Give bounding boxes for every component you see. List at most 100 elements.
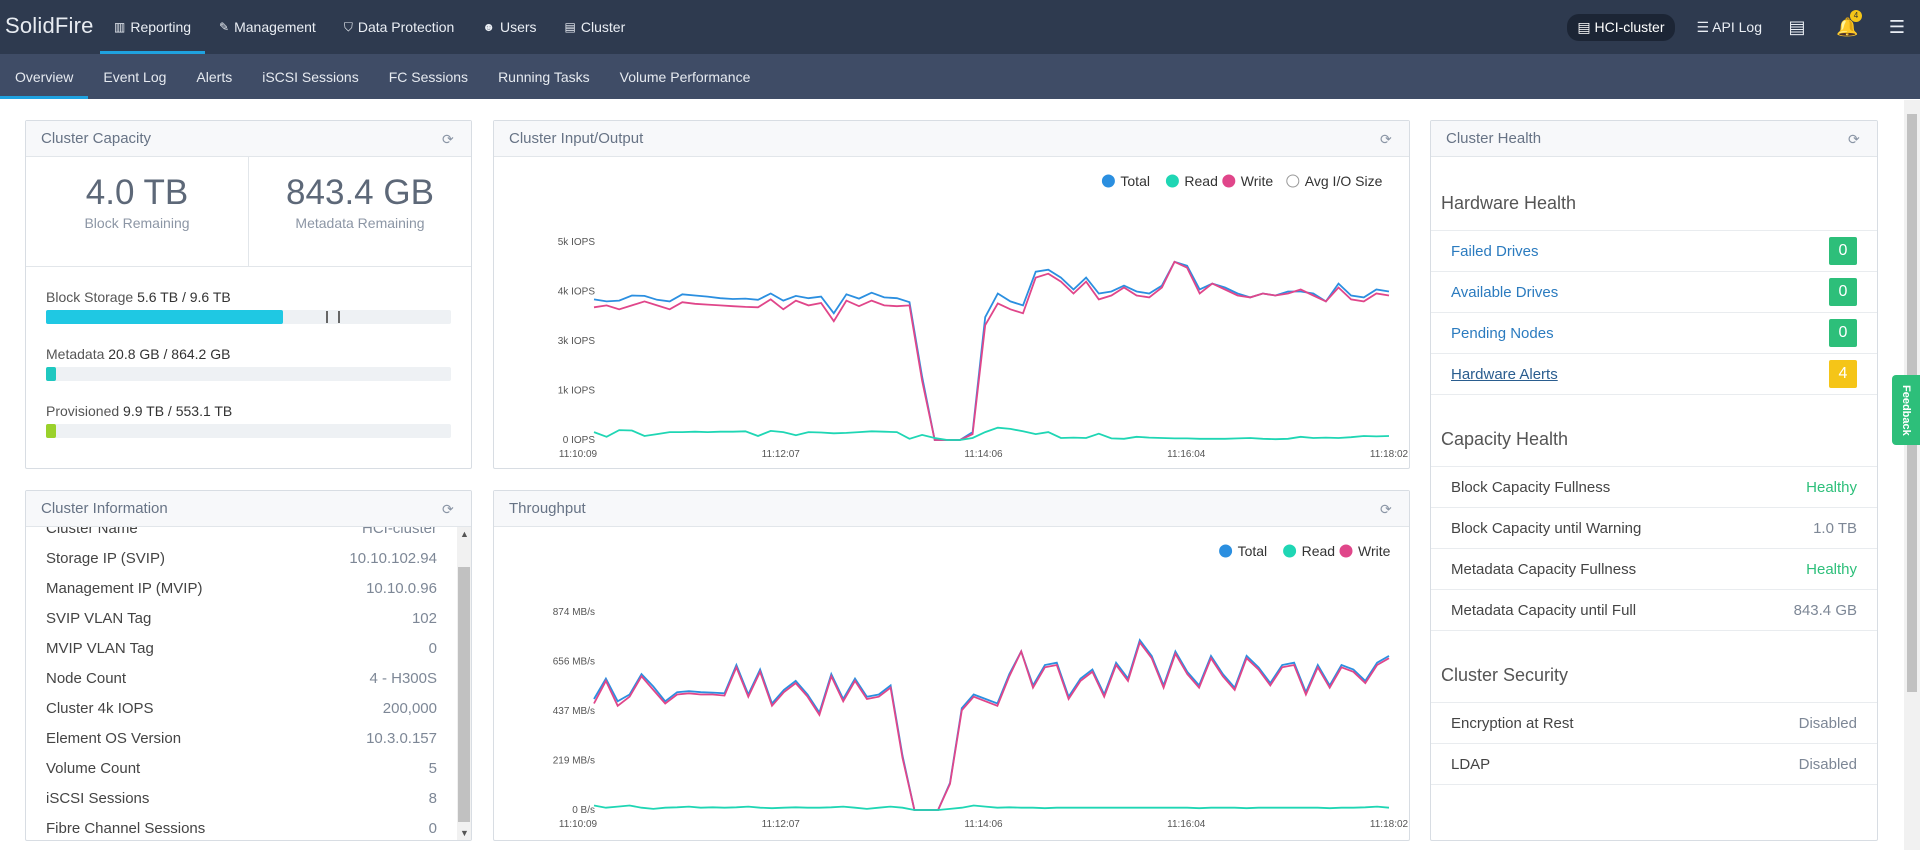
legend-dot	[1219, 544, 1233, 558]
nav-label: Management	[234, 19, 316, 35]
tab-alerts[interactable]: Alerts	[196, 68, 233, 85]
legend-dot	[1339, 544, 1353, 558]
cluster-information-panel: Cluster Information ⟳ Cluster Name HCI-clu…	[25, 490, 472, 841]
scroll-down-icon[interactable]: ▼	[460, 828, 469, 838]
scroll-up-icon[interactable]: ▲	[460, 529, 469, 539]
brand-logo[interactable]: SolidFire	[5, 13, 94, 38]
health-row[interactable]: Failed Drives 0	[1431, 231, 1877, 272]
legend-dot	[1222, 174, 1236, 188]
x-tick-label: 11:14:06	[964, 819, 1003, 830]
panel-title: Cluster Information	[41, 500, 168, 517]
panel-title: Throughput	[509, 500, 586, 517]
refresh-icon[interactable]: ⟳	[1380, 500, 1392, 517]
tab-fc-sessions[interactable]: FC Sessions	[388, 68, 469, 85]
refresh-icon[interactable]: ⟳	[442, 500, 454, 517]
info-key: Fibre Channel Sessions	[46, 819, 206, 837]
health-key[interactable]: Pending Nodes	[1451, 324, 1554, 342]
info-value: 4 - H300S	[369, 669, 437, 687]
series-line-total	[593, 638, 1390, 811]
info-key: Management IP (MVIP)	[46, 579, 203, 597]
refresh-icon[interactable]: ⟳	[442, 130, 454, 147]
health-value: 1.0 TB	[1813, 519, 1857, 537]
nav-users[interactable]: ☻ Users	[468, 0, 550, 54]
legend-label: Total	[1120, 173, 1150, 189]
info-value: HCI-cluster	[361, 527, 437, 537]
error-threshold-marker	[338, 311, 340, 323]
health-key[interactable]: Hardware Alerts	[1451, 365, 1558, 383]
server-stack-icon[interactable]: ▤	[1788, 17, 1806, 37]
legend-item[interactable]: Read	[1165, 173, 1218, 189]
health-key[interactable]: Available Drives	[1451, 283, 1559, 301]
tab-iscsi-sessions[interactable]: iSCSI Sessions	[262, 68, 359, 85]
info-key: SVIP VLAN Tag	[46, 609, 152, 627]
info-row: Element OS Version 10.3.0.157	[26, 723, 457, 753]
nav-cluster[interactable]: ▤ Cluster	[551, 0, 640, 54]
info-value: 0	[428, 819, 437, 837]
health-value: Disabled	[1798, 755, 1857, 773]
count-badge: 4	[1829, 360, 1857, 388]
info-row: Node Count 4 - H300S	[26, 663, 457, 693]
series-line-total	[593, 260, 1390, 441]
y-tick-label: 219 MB/s	[553, 756, 595, 767]
nav-label: Reporting	[130, 19, 192, 35]
legend-label: Read	[1184, 173, 1217, 189]
health-row[interactable]: Hardware Alerts 4	[1431, 354, 1877, 395]
series-line-write	[593, 640, 1390, 811]
cluster-selector[interactable]: ▤ HCI-cluster	[1567, 13, 1675, 41]
refresh-icon[interactable]: ⟳	[1848, 130, 1860, 147]
tab-running-tasks[interactable]: Running Tasks	[498, 68, 590, 85]
health-row[interactable]: Available Drives 0	[1431, 272, 1877, 313]
legend-dot	[1101, 174, 1115, 188]
tab-event-log[interactable]: Event Log	[103, 68, 167, 85]
metadata-value: 20.8 GB / 864.2 GB	[108, 346, 231, 362]
refresh-icon[interactable]: ⟳	[1380, 130, 1392, 147]
tab-volume-performance[interactable]: Volume Performance	[619, 68, 751, 85]
hamburger-menu-icon[interactable]: ☰	[1888, 17, 1906, 37]
legend-dot	[1286, 174, 1300, 188]
health-key: Block Capacity until Warning	[1451, 519, 1642, 537]
bell-icon[interactable]: 🔔 4	[1836, 10, 1862, 38]
health-row[interactable]: Pending Nodes 0	[1431, 313, 1877, 354]
x-tick-label: 11:10:09	[559, 819, 598, 830]
legend-item[interactable]: Write	[1339, 543, 1391, 559]
legend-label: Total	[1238, 543, 1268, 559]
page-scrollbar[interactable]	[1904, 100, 1920, 850]
health-row: LDAP Disabled	[1431, 744, 1877, 785]
x-tick-label: 11:16:04	[1167, 819, 1206, 830]
health-row: Block Capacity Fullness Healthy	[1431, 467, 1877, 508]
info-scrollbar[interactable]: ▲ ▼	[457, 527, 471, 840]
tab-overview[interactable]: Overview	[0, 54, 89, 99]
health-key[interactable]: Failed Drives	[1451, 242, 1539, 260]
io-chart: Total Read Write Avg I/O Size 0 IOPS 1k IOPS 3…	[558, 173, 1409, 460]
nav-reporting[interactable]: ▥ Reporting	[100, 0, 206, 54]
info-key: Node Count	[46, 669, 127, 687]
legend-label: Read	[1302, 543, 1335, 559]
info-row: Cluster 4k IOPS 200,000	[26, 693, 457, 723]
feedback-button[interactable]: Feedback	[1892, 375, 1920, 445]
info-row: SVIP VLAN Tag 102	[26, 603, 457, 633]
metadata-label: Metadata	[46, 346, 105, 362]
legend-item[interactable]: Read	[1283, 543, 1335, 559]
nav-management[interactable]: ✎ Management	[205, 0, 330, 54]
info-key: Cluster Name	[46, 527, 138, 537]
capacity-health-heading: Capacity Health	[1441, 429, 1569, 449]
wrench-icon: ✎	[219, 20, 230, 34]
block-storage-label: Block Storage	[46, 289, 134, 305]
legend-item[interactable]: Total	[1101, 173, 1150, 189]
info-key: Element OS Version	[46, 729, 182, 747]
provisioned-bar	[46, 424, 451, 438]
cluster-name: HCI-cluster	[1594, 18, 1665, 35]
legend-item[interactable]: Avg I/O Size	[1286, 173, 1383, 189]
legend-item[interactable]: Total	[1219, 543, 1268, 559]
y-tick-label: 656 MB/s	[553, 657, 595, 668]
metadata-bar	[46, 367, 451, 381]
block-remaining-value: 4.0 TB	[85, 173, 189, 212]
health-value: Healthy	[1806, 478, 1857, 496]
legend-item[interactable]: Write	[1222, 173, 1274, 189]
nav-data-protection[interactable]: ⛉ Data Protection	[330, 0, 469, 54]
x-tick-label: 11:18:02	[1370, 819, 1409, 830]
api-log-button[interactable]: ☰ API Log	[1697, 19, 1763, 36]
chart-icon: ▥	[114, 20, 126, 34]
scroll-thumb[interactable]	[458, 567, 470, 822]
info-value: 10.10.102.94	[349, 549, 437, 567]
